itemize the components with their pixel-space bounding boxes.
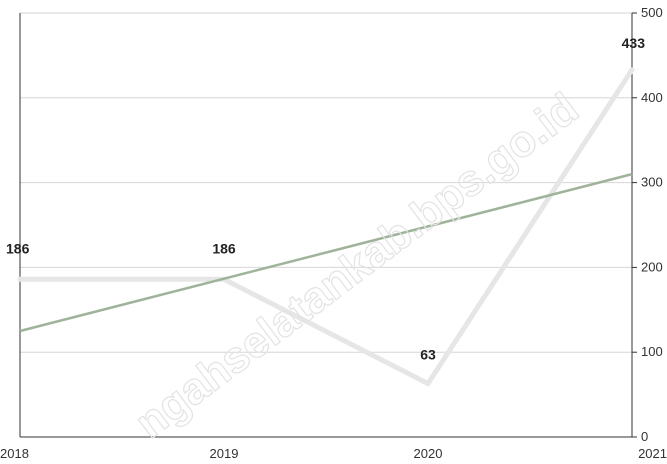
y-tick-label: 400 bbox=[641, 90, 663, 105]
y-tick-label: 500 bbox=[641, 5, 663, 20]
data-label: 186 bbox=[6, 240, 30, 256]
x-tick-label: 2021 bbox=[638, 446, 667, 461]
x-tick-label: 2020 bbox=[414, 446, 443, 461]
series-point bbox=[629, 67, 635, 73]
trend-line bbox=[19, 172, 633, 333]
data-labels: 186 186 63 433 bbox=[6, 35, 645, 363]
series-point bbox=[425, 381, 431, 387]
tick-labels: 0 100 200 300 400 500 2018 2019 2020 2021 bbox=[0, 5, 667, 461]
gridlines bbox=[20, 12, 632, 353]
series-line bbox=[20, 68, 635, 387]
y-tick-label: 100 bbox=[641, 344, 663, 359]
y-tick-label: 200 bbox=[641, 259, 663, 274]
data-label: 186 bbox=[212, 240, 236, 256]
series-layer bbox=[17, 67, 635, 387]
y-tick-label: 0 bbox=[641, 429, 648, 444]
data-label: 63 bbox=[420, 347, 436, 363]
x-tick-label: 2019 bbox=[210, 446, 239, 461]
data-label: 433 bbox=[622, 35, 646, 51]
y-tick-label: 300 bbox=[641, 175, 663, 190]
x-tick-label: 2018 bbox=[0, 446, 29, 461]
series-point bbox=[17, 276, 23, 282]
axes bbox=[19, 12, 637, 438]
watermark-text: ngahselatankab.bps.go.id bbox=[127, 84, 588, 448]
